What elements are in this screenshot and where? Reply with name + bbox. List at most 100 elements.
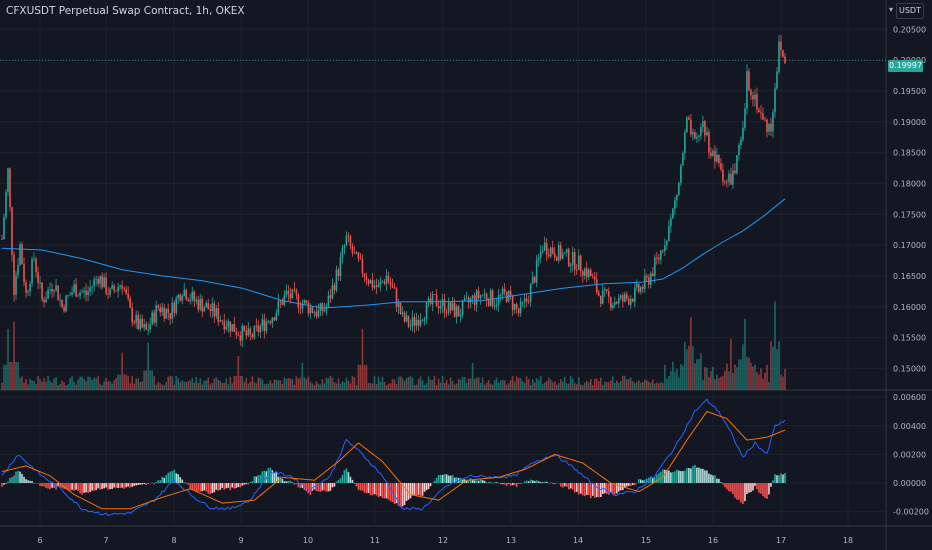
macd-hist-bar bbox=[744, 483, 746, 502]
macd-hist-bar bbox=[642, 480, 644, 484]
volume-bar bbox=[247, 383, 250, 390]
candle-body bbox=[415, 319, 418, 326]
macd-hist-bar bbox=[489, 481, 492, 484]
volume-bar bbox=[335, 383, 338, 390]
candle-body bbox=[7, 168, 9, 193]
volume-bar bbox=[467, 378, 470, 390]
candle-body bbox=[383, 281, 386, 284]
macd-hist-bar bbox=[181, 479, 184, 484]
candle-body bbox=[583, 268, 586, 276]
volume-bar bbox=[329, 375, 332, 390]
volume-bar bbox=[137, 378, 139, 390]
macd-hist-bar bbox=[531, 480, 534, 484]
macd-hist-bar bbox=[758, 483, 760, 493]
macd-hist-bar bbox=[710, 474, 712, 484]
time-tick-label: 15 bbox=[641, 536, 651, 545]
candle-body bbox=[213, 303, 216, 317]
macd-hist-bar bbox=[323, 483, 326, 491]
candle-body bbox=[243, 325, 246, 331]
candle-body bbox=[261, 319, 264, 327]
macd-tick-label: 0.00000 bbox=[893, 479, 926, 488]
macd-hist-bar bbox=[481, 480, 484, 484]
volume-bar bbox=[553, 381, 556, 390]
macd-hist-bar bbox=[708, 473, 710, 484]
macd-hist-bar bbox=[541, 482, 544, 484]
macd-hist-bar bbox=[549, 482, 552, 484]
volume-bar bbox=[173, 384, 176, 390]
volume-bar bbox=[365, 364, 368, 390]
macd-hist-bar bbox=[311, 483, 314, 491]
candle-body bbox=[73, 284, 75, 293]
candle-body bbox=[209, 309, 212, 312]
candle-body bbox=[115, 290, 117, 292]
candle-body bbox=[5, 192, 7, 218]
macd-hist-bar bbox=[473, 480, 476, 484]
currency-selector[interactable]: USDT bbox=[896, 3, 924, 19]
macd-hist-bar bbox=[674, 471, 676, 484]
volume-bar bbox=[151, 370, 153, 390]
volume-bar bbox=[423, 384, 426, 390]
candle-body bbox=[784, 56, 786, 64]
volume-bar bbox=[259, 377, 262, 390]
candle-body bbox=[299, 307, 302, 309]
volume-bar bbox=[401, 377, 404, 390]
candle-body bbox=[339, 257, 342, 276]
macd-hist-bar bbox=[317, 483, 320, 492]
candle-body bbox=[9, 168, 11, 208]
volume-bar bbox=[317, 383, 320, 390]
macd-hist-bar bbox=[493, 481, 496, 484]
volume-bar bbox=[73, 381, 75, 390]
volume-bar bbox=[27, 384, 29, 390]
candle-body bbox=[577, 255, 580, 270]
macd-hist-bar bbox=[577, 483, 580, 495]
macd-hist-bar bbox=[223, 483, 226, 490]
macd-hist-bar bbox=[521, 483, 524, 484]
volume-bar bbox=[648, 381, 650, 390]
volume-bar bbox=[686, 349, 688, 390]
volume-bar bbox=[111, 383, 113, 390]
volume-bar bbox=[117, 374, 119, 390]
volume-bar bbox=[465, 382, 468, 390]
macd-hist-bar bbox=[99, 483, 101, 490]
volume-bar bbox=[355, 385, 358, 390]
price-candles bbox=[1, 34, 786, 348]
candle-body bbox=[754, 94, 756, 100]
candle-body bbox=[511, 295, 514, 311]
volume-bar bbox=[551, 382, 554, 390]
volume-bar bbox=[459, 379, 462, 390]
volume-bar bbox=[235, 376, 238, 390]
volume-bar bbox=[233, 376, 236, 390]
macd-hist-bar bbox=[561, 483, 564, 488]
volume-bar bbox=[441, 376, 444, 390]
candle-body bbox=[345, 235, 348, 246]
candle-body bbox=[563, 252, 566, 254]
macd-hist-bar bbox=[513, 483, 516, 486]
macd-hist-bar bbox=[33, 483, 35, 484]
macd-hist-bar bbox=[183, 482, 186, 484]
volume-bar bbox=[748, 357, 750, 390]
volume-bar bbox=[714, 378, 716, 390]
volume-bar bbox=[439, 382, 442, 390]
candle-body bbox=[732, 170, 734, 185]
volume-bar bbox=[217, 379, 220, 390]
candle-body bbox=[485, 293, 488, 301]
candle-body bbox=[521, 301, 524, 303]
candle-body bbox=[617, 297, 620, 304]
macd-hist-bar bbox=[137, 483, 139, 485]
candle-body bbox=[774, 88, 776, 113]
candle-body bbox=[307, 302, 310, 314]
candle-body bbox=[469, 298, 472, 303]
macd-hist-bar bbox=[165, 475, 168, 484]
volume-bar bbox=[201, 384, 204, 390]
macd-hist-bar bbox=[385, 483, 388, 499]
macd-hist-bar bbox=[261, 471, 264, 484]
candle-body bbox=[257, 325, 260, 333]
macd-hist-bar bbox=[351, 479, 354, 484]
volume-bar bbox=[167, 376, 170, 390]
candle-body bbox=[571, 252, 574, 265]
currency-dropdown-icon[interactable]: ▾ bbox=[889, 5, 894, 14]
volume-bar bbox=[698, 359, 700, 390]
candle-body bbox=[329, 295, 332, 299]
candle-body bbox=[297, 294, 300, 308]
